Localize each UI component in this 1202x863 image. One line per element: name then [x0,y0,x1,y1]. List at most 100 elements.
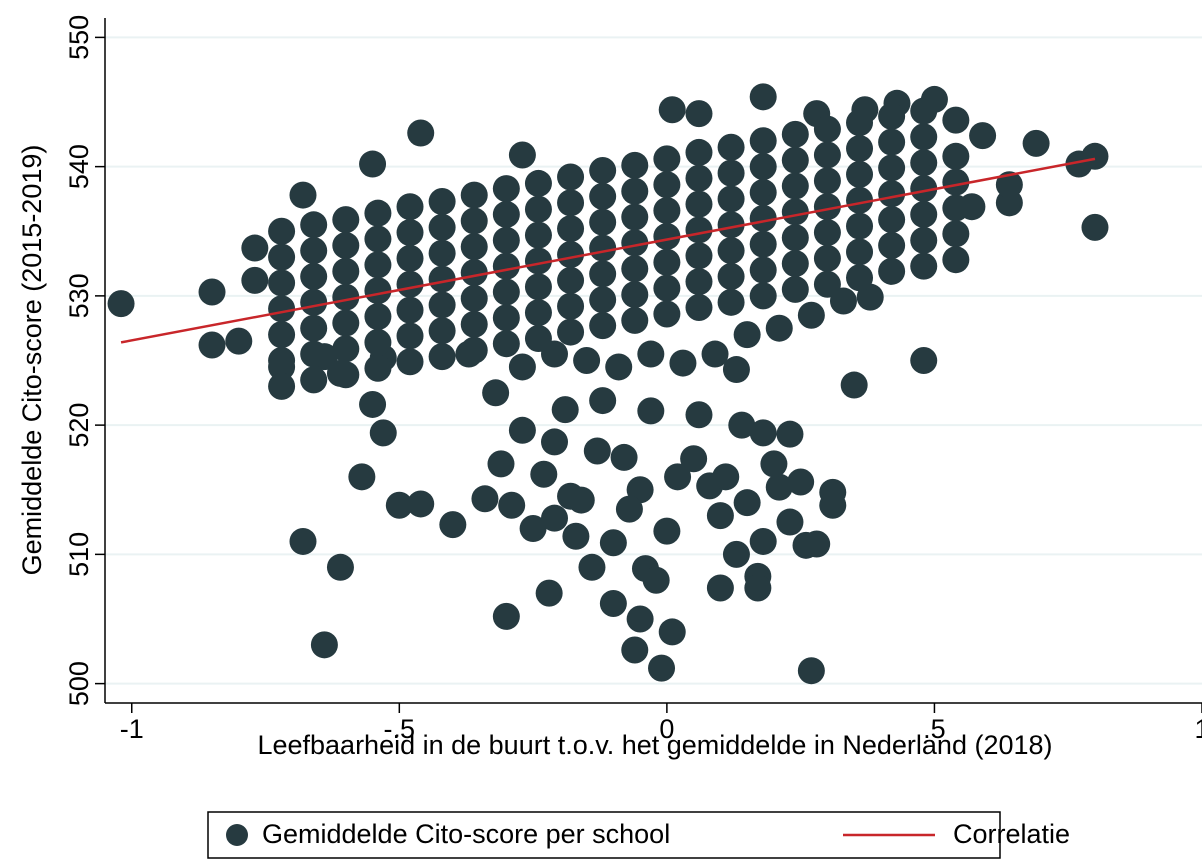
point [524,247,552,275]
point [396,322,424,350]
point [557,189,585,217]
point [359,150,387,178]
point [492,175,520,203]
point [1081,213,1109,241]
point [846,135,874,163]
point [396,193,424,221]
point [268,217,296,245]
point [589,208,617,236]
point [1081,142,1109,170]
point [722,540,750,568]
point [332,283,360,311]
point [878,180,906,208]
point [487,450,515,478]
point [995,171,1023,199]
point [685,242,713,270]
point [717,211,745,239]
point [658,618,686,646]
point [744,574,772,602]
point [787,468,815,496]
point [749,419,777,447]
point [562,522,590,550]
point [733,321,761,349]
point [653,300,681,328]
point [653,222,681,250]
point [348,463,376,491]
point [364,277,392,305]
point [653,274,681,302]
point [530,460,558,488]
point [878,257,906,285]
point [685,294,713,322]
x-tick-label: 1 [1194,714,1202,744]
point [653,171,681,199]
point [492,252,520,280]
point [910,97,938,125]
point [685,100,713,128]
point [765,473,793,501]
point [813,219,841,247]
point [557,241,585,269]
point [460,233,488,261]
point [332,309,360,337]
point [492,278,520,306]
point [541,428,569,456]
point [942,194,970,222]
point [524,273,552,301]
point [878,154,906,182]
plot-area [107,83,1109,685]
point [492,200,520,228]
point [781,198,809,226]
point [765,314,793,342]
point [942,168,970,196]
point [664,463,692,491]
point [749,256,777,284]
point [492,226,520,254]
point [268,295,296,323]
point [396,244,424,272]
point [776,420,804,448]
point [717,133,745,161]
point [680,445,708,473]
point [910,200,938,228]
y-tick-label: 550 [64,15,94,60]
point [706,502,734,530]
point [589,157,617,185]
point [717,237,745,265]
point [310,631,338,659]
point [621,255,649,283]
point [241,234,269,262]
point [615,495,643,523]
y-axis-label: Gemiddelde Cito-score (2015-2019) [17,145,47,576]
point [910,252,938,280]
point [428,265,456,293]
point [797,657,825,685]
y-tick-label: 540 [64,144,94,189]
point [658,96,686,124]
x-tick-label: 0 [659,714,674,744]
point [589,182,617,210]
point [803,530,831,558]
point [749,83,777,111]
point [781,120,809,148]
point [471,485,499,513]
point [557,318,585,346]
point [428,188,456,216]
point [813,244,841,272]
point [717,262,745,290]
x-tick-label: -1 [120,714,144,744]
point [268,243,296,271]
point [583,437,611,465]
point [846,186,874,214]
point [492,602,520,630]
point [813,167,841,195]
point [332,335,360,363]
point [706,574,734,602]
point [557,266,585,294]
point [685,138,713,166]
point [498,491,526,519]
point [653,197,681,225]
point [364,199,392,227]
point [359,390,387,418]
